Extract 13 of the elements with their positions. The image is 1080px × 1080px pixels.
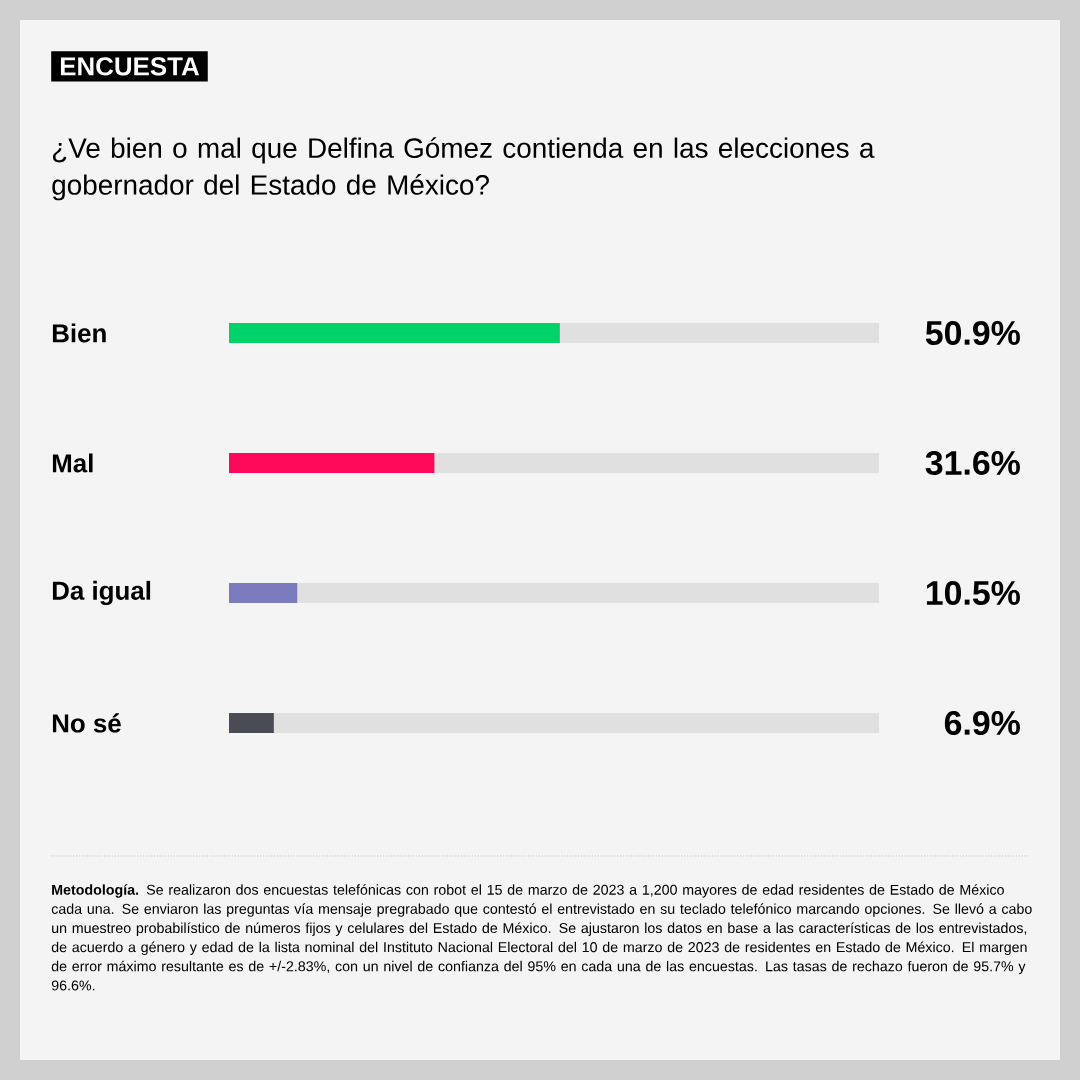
chart-subtitle: ¿Ve bien o mal que Delfina Gómez contienda en las elecciones a gobernador del Estado de México? — [52, 137, 875, 201]
data-label: 6.9% — [944, 711, 1020, 735]
bar — [229, 712, 274, 733]
data-label: 10.5% — [926, 581, 1020, 605]
y-tick-label: Bien — [52, 323, 106, 343]
text: Metodología. Se realizaron dos encuestas telefónicas con robot el 15 de marzo de 2023 a 1,200 mayores de edad residentes de Estado de México cada una. Se enviaron las preguntas vía mensaje pregrabado que contestó el entrevistado en su teclado telefónico marcando opciones. Se llevó a cabo un muestreo probabilístico de números fijos y celulares del Estado de México. Se ajustaron los datos en base a las características de los entrevistados, de acuerdo a género y edad de la lista nominal del Instituto Nacional Electoral del 10 de marzo de 2023 de residentes en Estado de México. El margen de error máximo resultante es de +/-2.83%, con un nivel de confianza del 95% en cada una de las encuestas. Las tasas de rechazo fueron de 95.7% y 96.6%. — [51, 884, 1032, 991]
data-label: 50.9% — [925, 320, 1020, 345]
chart-title: ENCUESTA — [60, 57, 200, 76]
y-tick-label: No sé — [52, 713, 121, 733]
data-label: 31.6% — [925, 450, 1020, 475]
bar — [229, 582, 298, 603]
y-tick-label: Mal — [52, 453, 93, 473]
y-tick-label: Da igual — [52, 580, 151, 606]
